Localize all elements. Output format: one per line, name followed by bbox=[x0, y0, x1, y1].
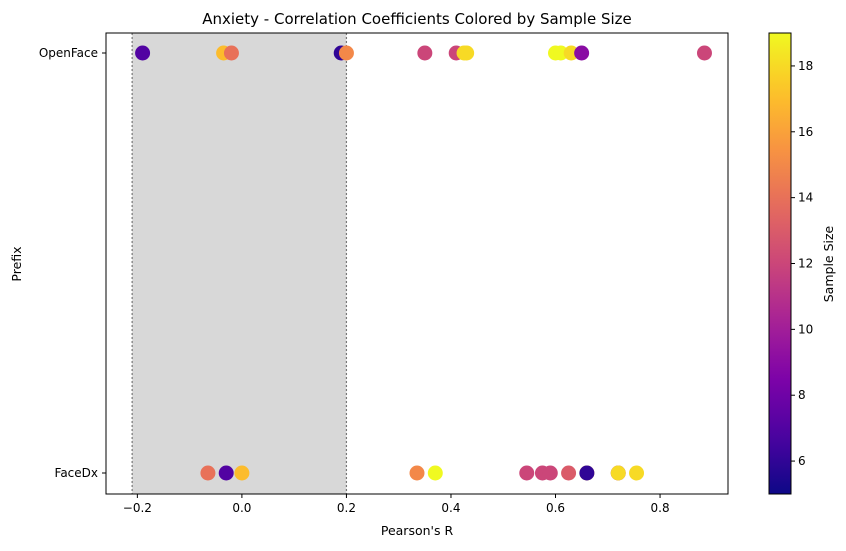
data-point bbox=[629, 465, 645, 481]
colorbar-tick-label: 6 bbox=[798, 454, 806, 468]
shaded-band bbox=[132, 33, 347, 494]
x-axis-label: Pearson's R bbox=[381, 523, 454, 538]
colorbar-tick-label: 16 bbox=[798, 125, 813, 139]
data-point bbox=[338, 45, 354, 61]
data-point bbox=[427, 465, 443, 481]
y-tick-label: FaceDx bbox=[55, 466, 98, 480]
data-point bbox=[223, 45, 239, 61]
data-point bbox=[234, 465, 250, 481]
data-point bbox=[200, 465, 216, 481]
plot-frame bbox=[105, 32, 729, 495]
x-tick-label: 0.4 bbox=[441, 501, 460, 515]
data-point bbox=[135, 45, 151, 61]
data-point bbox=[610, 465, 626, 481]
colorbar-tick-label: 14 bbox=[798, 191, 813, 205]
chart-title: Anxiety - Correlation Coefficients Color… bbox=[202, 10, 632, 28]
data-point bbox=[542, 465, 558, 481]
data-point bbox=[218, 465, 234, 481]
data-point bbox=[417, 45, 433, 61]
data-point bbox=[519, 465, 535, 481]
y-axis-label: Prefix bbox=[9, 246, 24, 281]
y-tick-label: OpenFace bbox=[39, 46, 98, 60]
data-point bbox=[579, 465, 595, 481]
x-tick-label: 0.6 bbox=[546, 501, 565, 515]
data-point bbox=[574, 45, 590, 61]
data-point bbox=[409, 465, 425, 481]
x-tick-label: 0.2 bbox=[337, 501, 356, 515]
colorbar-tick-label: 18 bbox=[798, 59, 813, 73]
data-point bbox=[696, 45, 712, 61]
colorbar-label: Sample Size bbox=[821, 225, 836, 302]
colorbar-tick-label: 10 bbox=[798, 322, 813, 336]
data-point bbox=[563, 45, 579, 61]
x-tick-label: −0.2 bbox=[123, 501, 152, 515]
data-point bbox=[459, 45, 475, 61]
colorbar-tick-label: 12 bbox=[798, 257, 813, 271]
x-tick-label: 0.0 bbox=[232, 501, 251, 515]
data-point bbox=[553, 45, 569, 61]
colorbar bbox=[768, 32, 792, 495]
x-tick-label: 0.8 bbox=[651, 501, 670, 515]
data-point bbox=[561, 465, 577, 481]
colorbar-tick-label: 8 bbox=[798, 388, 806, 402]
